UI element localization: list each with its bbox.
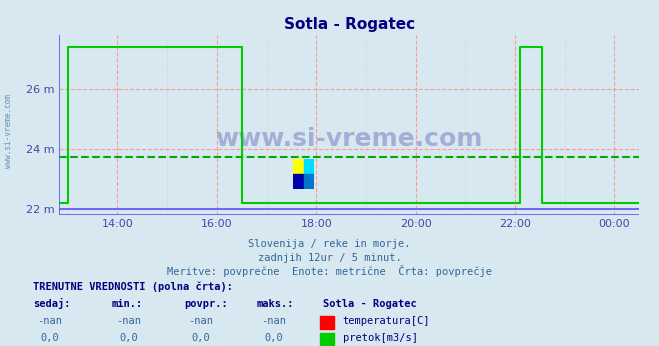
Text: -nan: -nan (261, 316, 286, 326)
Text: maks.:: maks.: (257, 299, 295, 309)
Bar (320, 333, 334, 345)
Text: TRENUTNE VREDNOSTI (polna črta):: TRENUTNE VREDNOSTI (polna črta): (33, 281, 233, 292)
Text: Slovenija / reke in morje.: Slovenija / reke in morje. (248, 239, 411, 249)
Bar (304, 159, 314, 174)
Text: 0,0: 0,0 (119, 333, 138, 343)
Text: www.si-vreme.com: www.si-vreme.com (215, 127, 483, 151)
Text: sedaj:: sedaj: (33, 298, 71, 309)
Text: 0,0: 0,0 (40, 333, 59, 343)
Text: -nan: -nan (37, 316, 62, 326)
Text: temperatura[C]: temperatura[C] (343, 316, 430, 326)
Bar (320, 316, 334, 329)
Title: Sotla - Rogatec: Sotla - Rogatec (284, 17, 415, 32)
Text: -nan: -nan (188, 316, 214, 326)
Text: Meritve: povprečne  Enote: metrične  Črta: povprečje: Meritve: povprečne Enote: metrične Črta:… (167, 265, 492, 277)
Text: Sotla - Rogatec: Sotla - Rogatec (323, 299, 416, 309)
Text: -nan: -nan (116, 316, 141, 326)
Bar (293, 159, 304, 174)
Text: 0,0: 0,0 (192, 333, 210, 343)
Bar (293, 174, 304, 189)
Text: min.:: min.: (112, 299, 143, 309)
Text: www.si-vreme.com: www.si-vreme.com (4, 94, 13, 169)
Text: pretok[m3/s]: pretok[m3/s] (343, 333, 418, 343)
Text: 0,0: 0,0 (264, 333, 283, 343)
Text: zadnjih 12ur / 5 minut.: zadnjih 12ur / 5 minut. (258, 253, 401, 263)
Bar (304, 174, 314, 189)
Text: povpr.:: povpr.: (185, 299, 228, 309)
